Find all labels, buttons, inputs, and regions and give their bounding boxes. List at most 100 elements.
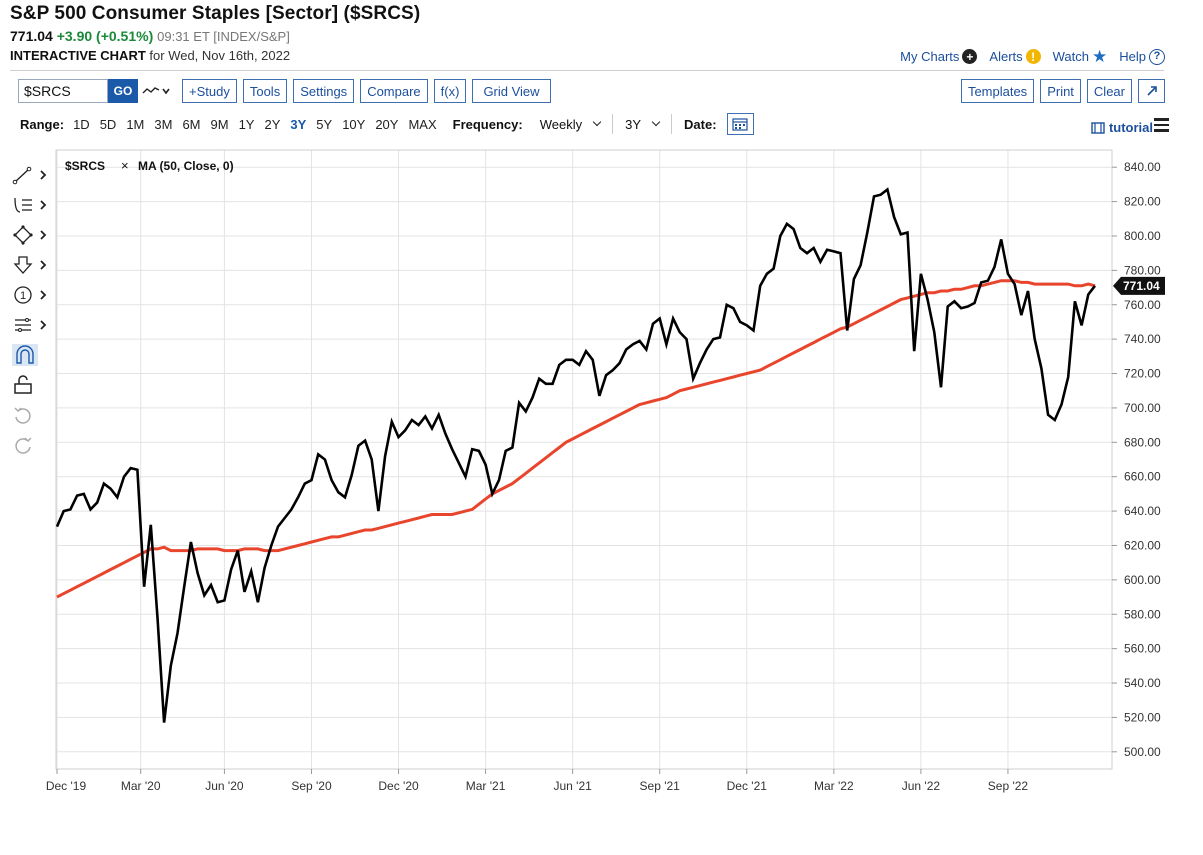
close-icon[interactable]: × [121, 158, 129, 173]
x-axis: Dec '19 Mar '20 Jun '20 Sep '20 Dec '20 Mar '… [46, 769, 1029, 793]
numbered-marker-icon: 1 [14, 286, 47, 304]
divider [612, 114, 614, 134]
fibonacci-tool-button[interactable] [12, 190, 52, 220]
undo-button[interactable] [12, 400, 52, 430]
x-tick-label: Sep '20 [291, 779, 332, 793]
range-option-5d[interactable]: 5D [99, 116, 117, 132]
function-button[interactable]: f(x) [433, 79, 467, 103]
x-tick-label: Mar '21 [466, 779, 506, 793]
grid-view-button[interactable]: Grid View [472, 79, 551, 103]
last-value-badge: 771.04 [1113, 276, 1165, 295]
top-links: My Charts + Alerts ! Watch ★ Help ? [900, 48, 1165, 65]
watch-label: Watch [1052, 49, 1089, 64]
fibonacci-icon [14, 197, 47, 213]
redo-button[interactable] [12, 430, 52, 460]
tutorial-label: tutorial [1108, 120, 1153, 135]
range-option-6m[interactable]: 6M [182, 116, 201, 132]
film-icon [1091, 121, 1105, 134]
price-change: +3.90 (+0.51%) [56, 28, 154, 44]
compare-button[interactable]: Compare [360, 79, 428, 103]
expand-icon [1146, 86, 1157, 96]
x-tick-label: Jun '22 [902, 779, 941, 793]
drawing-tools: 1 [12, 160, 52, 460]
shape-tool-button[interactable] [12, 220, 52, 250]
calendar-icon [732, 118, 748, 131]
clear-button[interactable]: Clear [1086, 79, 1132, 103]
chart-grid [56, 150, 1112, 769]
lines-tool-button[interactable] [12, 310, 52, 340]
x-tick-label: Jun '21 [553, 779, 592, 793]
tutorial-link[interactable]: tutorial [1091, 120, 1153, 135]
magnet-icon [12, 344, 38, 366]
x-tick-label: Sep '22 [988, 779, 1029, 793]
x-tick-label: Sep '21 [640, 779, 681, 793]
y-tick-label: 740.00 [1124, 332, 1161, 346]
calendar-button[interactable] [726, 113, 754, 135]
y-tick-label: 720.00 [1124, 367, 1161, 381]
range-option-3y[interactable]: 3Y [290, 116, 307, 132]
range-option-5y[interactable]: 5Y [316, 116, 333, 132]
chart-type-dropdown[interactable] [138, 79, 176, 103]
redo-icon [15, 437, 32, 454]
chart-legend: $SRCS × MA (50, Close, 0) [65, 158, 234, 173]
y-tick-label: 500.00 [1124, 745, 1161, 759]
header-divider [10, 70, 1164, 71]
alerts-link[interactable]: Alerts ! [989, 49, 1041, 64]
last-value-label: 771.04 [1123, 279, 1160, 293]
last-price: 771.04 [10, 28, 53, 44]
range-option-10y[interactable]: 10Y [342, 116, 366, 132]
annotation-tool-button[interactable]: 1 [12, 280, 52, 310]
arrow-tool-button[interactable] [12, 250, 52, 280]
print-button[interactable]: Print [1040, 79, 1081, 103]
frequency-dropdown[interactable]: Weekly [539, 116, 602, 132]
date-label: Date: [684, 116, 717, 132]
frequency-label: Frequency: [452, 116, 523, 132]
horizontal-lines-icon [15, 318, 47, 332]
range-option-max[interactable]: MAX [408, 116, 437, 132]
range-option-20y[interactable]: 20Y [375, 116, 399, 132]
symbol-input[interactable] [18, 79, 108, 103]
range-option-1y[interactable]: 1Y [238, 116, 255, 132]
frequency-value: Weekly [539, 116, 583, 132]
undo-icon [14, 407, 31, 424]
settings-button[interactable]: Settings [293, 79, 355, 103]
star-icon: ★ [1092, 47, 1108, 66]
y-tick-label: 620.00 [1124, 538, 1161, 552]
last-value-badge-shape [1113, 276, 1165, 295]
range-option-1d[interactable]: 1D [73, 116, 90, 132]
x-tick-label: Dec '20 [378, 779, 419, 793]
range-option-2y[interactable]: 2Y [264, 116, 281, 132]
lock-tool-button[interactable] [12, 370, 52, 400]
page-title: S&P 500 Consumer Staples [Sector] ($SRCS… [10, 3, 421, 24]
add-study-button[interactable]: +Study [182, 79, 237, 103]
chart-toolbar: GO +Study Tools Settings Compare f(x) Gr… [18, 79, 551, 103]
range-option-9m[interactable]: 9M [210, 116, 229, 132]
range-label: Range: [20, 116, 65, 132]
trendline-icon [12, 166, 47, 185]
period-dropdown[interactable]: 3Y [625, 117, 661, 132]
y-tick-label: 560.00 [1124, 642, 1161, 656]
my-charts-link[interactable]: My Charts + [900, 49, 978, 64]
y-tick-label: 660.00 [1124, 470, 1161, 484]
help-link[interactable]: Help ? [1119, 48, 1165, 65]
range-option-3m[interactable]: 3M [154, 116, 173, 132]
lock-open-icon [14, 375, 32, 394]
templates-button[interactable]: Templates [960, 79, 1035, 103]
line-tool-button[interactable] [12, 160, 52, 190]
alert-icon: ! [1025, 49, 1041, 64]
go-button[interactable]: GO [108, 79, 138, 103]
shape-icon [13, 225, 47, 245]
expand-button[interactable] [1138, 79, 1165, 103]
range-option-1m[interactable]: 1M [126, 116, 145, 132]
tools-button[interactable]: Tools [242, 79, 288, 103]
x-tick-label: Dec '19 [46, 779, 87, 793]
arrow-down-icon [13, 256, 47, 274]
magnet-tool-button[interactable] [12, 340, 52, 370]
watch-link[interactable]: Watch ★ [1053, 48, 1108, 65]
y-axis: 500.00 520.00 540.00 560.00 580.00 600.00 620.… [1112, 160, 1161, 759]
menu-icon[interactable] [1154, 118, 1169, 135]
y-tick-label: 820.00 [1124, 195, 1161, 209]
y-tick-label: 640.00 [1124, 504, 1161, 518]
quote-meta: 09:31 ET [INDEX/S&P] [157, 29, 290, 44]
